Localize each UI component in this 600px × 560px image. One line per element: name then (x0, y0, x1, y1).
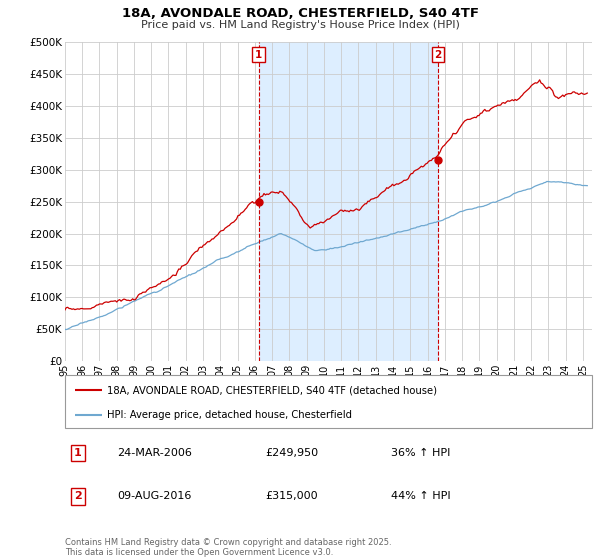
Text: 2: 2 (74, 492, 82, 502)
Text: 18A, AVONDALE ROAD, CHESTERFIELD, S40 4TF (detached house): 18A, AVONDALE ROAD, CHESTERFIELD, S40 4T… (107, 385, 437, 395)
Text: Contains HM Land Registry data © Crown copyright and database right 2025.
This d: Contains HM Land Registry data © Crown c… (65, 538, 391, 557)
Text: HPI: Average price, detached house, Chesterfield: HPI: Average price, detached house, Ches… (107, 410, 352, 420)
Text: 24-MAR-2006: 24-MAR-2006 (118, 448, 193, 458)
Text: 09-AUG-2016: 09-AUG-2016 (118, 492, 192, 502)
Text: 44% ↑ HPI: 44% ↑ HPI (391, 492, 451, 502)
Text: Price paid vs. HM Land Registry's House Price Index (HPI): Price paid vs. HM Land Registry's House … (140, 20, 460, 30)
FancyBboxPatch shape (65, 375, 592, 428)
Text: 1: 1 (74, 448, 82, 458)
Text: 1: 1 (255, 50, 262, 60)
Text: 18A, AVONDALE ROAD, CHESTERFIELD, S40 4TF: 18A, AVONDALE ROAD, CHESTERFIELD, S40 4T… (121, 7, 479, 20)
Text: £315,000: £315,000 (265, 492, 317, 502)
Text: £249,950: £249,950 (265, 448, 318, 458)
Text: 36% ↑ HPI: 36% ↑ HPI (391, 448, 451, 458)
Bar (259, 42, 438, 361)
Text: 2: 2 (434, 50, 442, 60)
